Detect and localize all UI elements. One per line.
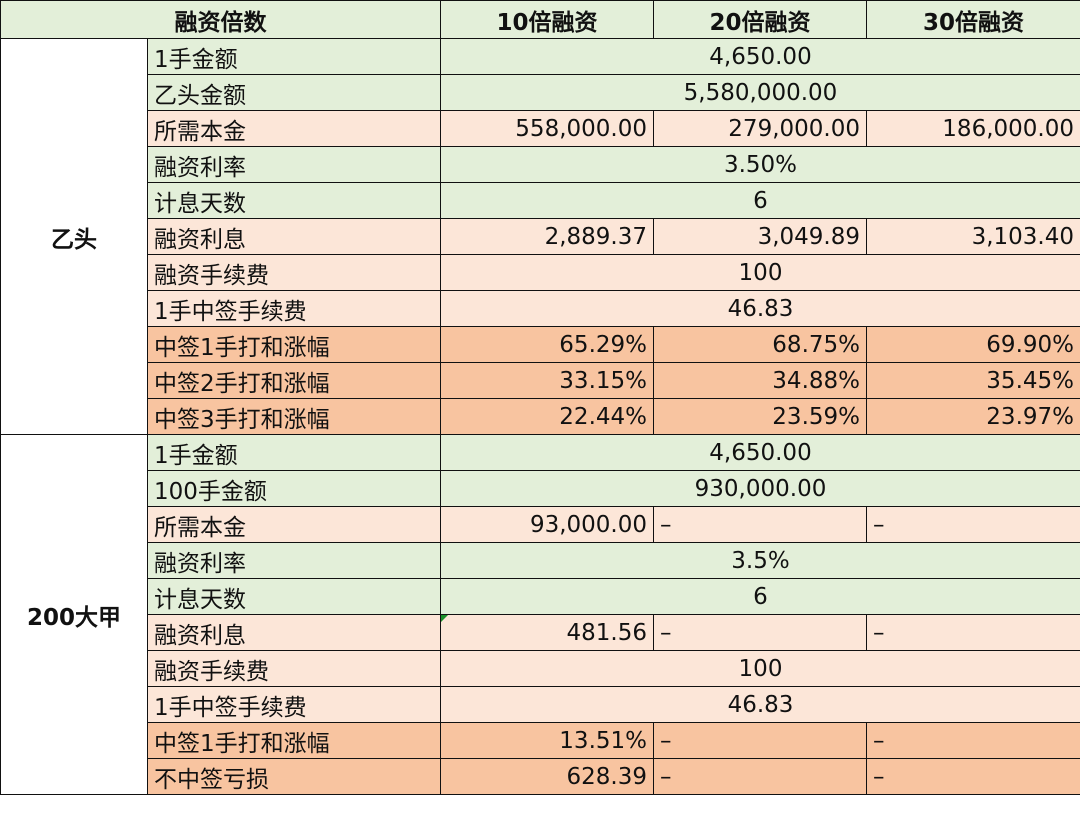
row-label: 计息天数 xyxy=(147,578,441,615)
value-cell-30x: 3,103.40 xyxy=(866,218,1080,255)
table-row: 计息天数 6 xyxy=(1,578,1080,615)
row-label: 中签2手打和涨幅 xyxy=(147,362,441,399)
value-cell-20x: 34.88% xyxy=(653,362,867,399)
merged-value-cell: 3.5% xyxy=(440,542,1080,579)
value-cell-30x: 23.97% xyxy=(866,398,1080,435)
table-row: 融资手续费 100 xyxy=(1,650,1080,687)
table-row: 融资利率 3.50% xyxy=(1,146,1080,183)
row-label: 所需本金 xyxy=(147,506,441,543)
header-financing-multiple: 融资倍数 xyxy=(0,0,441,39)
value-cell-20x: 23.59% xyxy=(653,398,867,435)
row-label: 所需本金 xyxy=(147,110,441,147)
table-row: 融资利息 481.56– – xyxy=(1,614,1080,651)
row-label: 中签3手打和涨幅 xyxy=(147,398,441,435)
row-label: 100手金额 xyxy=(147,470,441,507)
row-label: 1手中签手续费 xyxy=(147,290,441,327)
financing-table: 融资倍数 10倍融资 20倍融资 30倍融资 乙头 1手金额 4,650.00 乙头金… xyxy=(0,0,1080,795)
merged-value-cell: 46.83 xyxy=(440,686,1080,723)
table-row: 融资利率 3.5% xyxy=(1,542,1080,579)
table-row: 计息天数 6 xyxy=(1,182,1080,219)
value-cell-30x: – xyxy=(866,722,1080,759)
merged-value-cell: 6 xyxy=(440,578,1080,615)
value-cell-10x: 33.15% xyxy=(440,362,654,399)
table-row: 融资手续费 100 xyxy=(1,254,1080,291)
row-label: 融资利息 xyxy=(147,218,441,255)
table-row: 1手中签手续费 46.83 xyxy=(1,686,1080,723)
value-cell-10x: 93,000.00 xyxy=(440,506,654,543)
value-cell-20x: 3,049.89 xyxy=(653,218,867,255)
row-label: 乙头金额 xyxy=(147,74,441,111)
row-label: 融资利率 xyxy=(147,542,441,579)
table-row: 乙头 1手金额 4,650.00 xyxy=(0,38,1080,435)
row-label: 融资利息 xyxy=(147,614,441,651)
value-cell-30x: 186,000.00 xyxy=(866,110,1080,147)
value-cell-20x: 68.75% xyxy=(653,326,867,363)
row-label: 1手金额 xyxy=(147,38,441,75)
table-row: 中签2手打和涨幅 33.15% 34.88% 35.45% xyxy=(1,362,1080,399)
merged-value-cell: 46.83 xyxy=(440,290,1080,327)
row-label: 1手金额 xyxy=(147,434,441,471)
row-label: 融资利率 xyxy=(147,146,441,183)
table-row: 中签1手打和涨幅 65.29% 68.75% 69.90% xyxy=(1,326,1080,363)
value-cell-10x: 22.44% xyxy=(440,398,654,435)
table-row: 1手中签手续费 46.83 xyxy=(1,290,1080,327)
row-label: 中签1手打和涨幅 xyxy=(147,326,441,363)
value-cell-10x: 558,000.00 xyxy=(440,110,654,147)
table-row: 所需本金 93,000.00– – xyxy=(1,506,1080,543)
table-row: 融资利息 2,889.37 3,049.89 3,103.40 xyxy=(1,218,1080,255)
merged-value-cell: 4,650.00 xyxy=(440,38,1080,75)
table-row: 中签3手打和涨幅 22.44% 23.59% 23.97% xyxy=(1,398,1080,435)
section-name: 乙头 xyxy=(0,38,148,435)
value-cell-10x: 65.29% xyxy=(440,326,654,363)
merged-value-cell: 6 xyxy=(440,182,1080,219)
header-30x: 30倍融资 xyxy=(866,0,1080,39)
row-label: 1手中签手续费 xyxy=(147,686,441,723)
value-cell-10x: 628.39 xyxy=(440,758,654,795)
header-row: 融资倍数 10倍融资 20倍融资 30倍融资 xyxy=(0,0,1080,39)
value-cell-30x: – xyxy=(866,614,1080,651)
row-label: 中签1手打和涨幅 xyxy=(147,722,441,759)
value-cell-20x: – xyxy=(653,506,867,543)
table-row: 200大甲 1手金额 4,650.00 xyxy=(0,434,1080,795)
table-row: 不中签亏损 628.39– – xyxy=(1,758,1080,795)
value-cell-20x: – xyxy=(653,614,867,651)
merged-value-cell: 100 xyxy=(440,650,1080,687)
merged-value-cell: 3.50% xyxy=(440,146,1080,183)
merged-value-cell: 5,580,000.00 xyxy=(440,74,1080,111)
value-cell-10x: 481.56 xyxy=(440,614,654,651)
table-row: 乙头金额 5,580,000.00 xyxy=(1,74,1080,111)
row-label: 融资手续费 xyxy=(147,650,441,687)
value-cell-20x: 279,000.00 xyxy=(653,110,867,147)
merged-value-cell: 4,650.00 xyxy=(440,434,1080,471)
header-20x: 20倍融资 xyxy=(653,0,867,39)
value-cell-20x: – xyxy=(653,722,867,759)
merged-value-cell: 100 xyxy=(440,254,1080,291)
value-cell-20x: – xyxy=(653,758,867,795)
header-10x: 10倍融资 xyxy=(440,0,654,39)
row-label: 融资手续费 xyxy=(147,254,441,291)
section-name: 200大甲 xyxy=(0,434,148,795)
value-cell-30x: 35.45% xyxy=(866,362,1080,399)
value-cell-30x: – xyxy=(866,758,1080,795)
table-row: 100手金额 930,000.00 xyxy=(1,470,1080,507)
value-cell-10x: 13.51% xyxy=(440,722,654,759)
row-label: 不中签亏损 xyxy=(147,758,441,795)
table-row: 所需本金 558,000.00 279,000.00 186,000.00 xyxy=(1,110,1080,147)
table-row: 中签1手打和涨幅 13.51% – – xyxy=(1,722,1080,759)
merged-value-cell: 930,000.00 xyxy=(440,470,1080,507)
value-cell-30x: 69.90% xyxy=(866,326,1080,363)
value-cell-10x: 2,889.37 xyxy=(440,218,654,255)
value-cell-30x: – xyxy=(866,506,1080,543)
row-label: 计息天数 xyxy=(147,182,441,219)
